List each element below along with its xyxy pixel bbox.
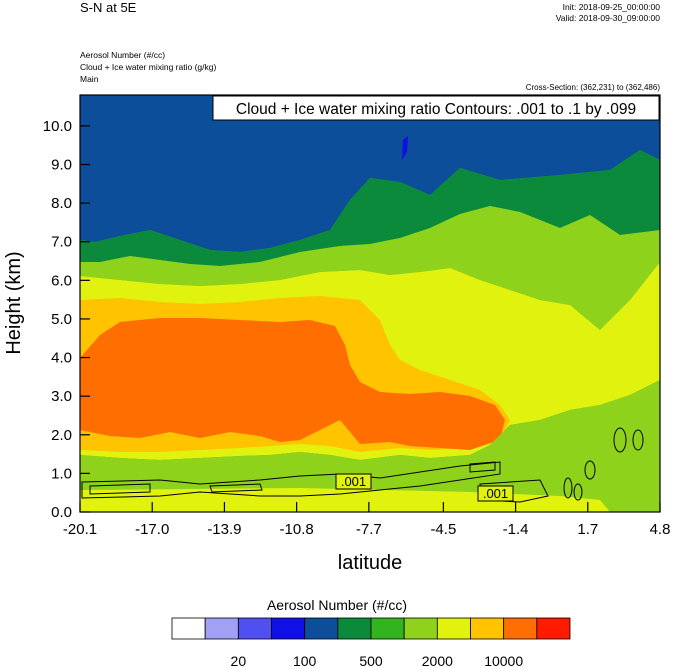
x-tick-label: -10.8 — [280, 521, 314, 538]
cloud-contours — [81, 427, 644, 503]
contour-info-box — [212, 95, 660, 121]
contour-info-text: Cloud + Ice water mixing ratio Contours:… — [236, 101, 636, 118]
colorbar-swatch — [337, 617, 372, 640]
contour-label-text: .001 — [341, 474, 366, 489]
contour-line — [584, 460, 596, 480]
plot-frame — [79, 94, 661, 513]
contour-label-box — [335, 473, 372, 490]
init-time: Init: 2018-09-25_00:00:00 — [562, 2, 660, 12]
contour-line — [209, 483, 263, 493]
colorbar-label: 10000 — [484, 653, 523, 668]
field-surface-green — [80, 380, 660, 512]
x-axis: -20.1 -17.0 -13.9 -10.8 -7.7 -4.5 -1.4 1.7 4.8 — [63, 502, 671, 538]
field-blue-streak — [402, 136, 408, 160]
field-dark-orange — [80, 318, 505, 450]
field-name-cloud-ice: Cloud + Ice water mixing ratio (g/kg) — [80, 62, 217, 72]
y-tick-label: 0.0 — [51, 504, 72, 521]
valid-time: Valid: 2018-09-30_09:00:00 — [555, 13, 660, 23]
contour-label-2: .001 — [477, 485, 514, 502]
colorbar-swatch — [304, 617, 339, 640]
contour-line — [563, 477, 573, 499]
x-tick-label: 1.7 — [577, 521, 598, 538]
colorbar-swatch — [536, 617, 571, 640]
y-tick-label: 10.0 — [43, 118, 72, 135]
colorbar-swatch — [403, 617, 438, 640]
colorbar-label: 2000 — [422, 653, 453, 668]
plot-title: S-N at 5E — [80, 0, 137, 15]
y-tick-label: 9.0 — [51, 157, 72, 174]
y-tick-label: 7.0 — [51, 234, 72, 251]
y-tick-label: 8.0 — [51, 195, 72, 212]
colorbar-label: 100 — [293, 653, 317, 668]
x-tick-label: -4.5 — [430, 521, 456, 538]
y-tick-label: 4.0 — [51, 350, 72, 367]
y-tick-label: 2.0 — [51, 427, 72, 444]
field-light-green — [80, 206, 660, 330]
y-tick-label: 3.0 — [51, 388, 72, 405]
colorbar — [171, 617, 571, 640]
field-dark-blue — [80, 95, 660, 252]
colorbar-labels: 20 100 500 2000 10000 — [231, 653, 524, 668]
contour-line — [632, 429, 644, 451]
y-tick-label: 6.0 — [51, 272, 72, 289]
x-axis-label: latitude — [338, 552, 403, 574]
colorbar-swatch — [171, 617, 206, 640]
field-mid-green — [80, 150, 660, 266]
colorbar-label: 20 — [231, 653, 247, 668]
colorbar-label: 500 — [359, 653, 383, 668]
x-tick-label: -1.4 — [503, 521, 529, 538]
contour-info: Cloud + Ice water mixing ratio Contours:… — [212, 95, 660, 121]
colorbar-swatch — [271, 617, 306, 640]
contour-line — [89, 483, 151, 495]
colorbar-swatch — [370, 617, 405, 640]
x-tick-label: -20.1 — [63, 521, 97, 538]
colorbar-swatch — [436, 617, 471, 640]
colorbar-swatch — [470, 617, 505, 640]
x-tick-label: -17.0 — [135, 521, 169, 538]
x-tick-label: -7.7 — [356, 521, 382, 538]
contour-label-1: .001 — [335, 473, 372, 490]
contour-line — [469, 461, 496, 473]
y-axis: 0.0 1.0 2.0 3.0 4.0 5.0 6.0 7.0 8.0 9.0 10.0 — [43, 118, 90, 521]
contour-line — [81, 461, 501, 499]
colorbar-swatch — [503, 617, 538, 640]
contour-label-text: .001 — [483, 486, 508, 501]
contour-line — [573, 483, 583, 501]
y-axis-label: Height (km) — [3, 251, 25, 354]
contour-line — [613, 427, 627, 453]
colorbar-swatch — [237, 617, 272, 640]
x-tick-label: 4.8 — [650, 521, 671, 538]
field-name-main: Main — [80, 74, 99, 84]
cross-section-label: Cross-Section: (362,231) to (362,486) — [525, 83, 660, 92]
colorbar-title: Aerosol Number (#/cc) — [266, 597, 408, 613]
aerosol-field — [80, 95, 660, 512]
field-name-aerosol: Aerosol Number (#/cc) — [80, 50, 166, 60]
y-tick-label: 5.0 — [51, 311, 72, 328]
contour-label-box — [477, 485, 514, 502]
x-tick-label: -13.9 — [207, 521, 241, 538]
y-tick-label: 1.0 — [51, 465, 72, 482]
colorbar-swatch — [204, 617, 239, 640]
